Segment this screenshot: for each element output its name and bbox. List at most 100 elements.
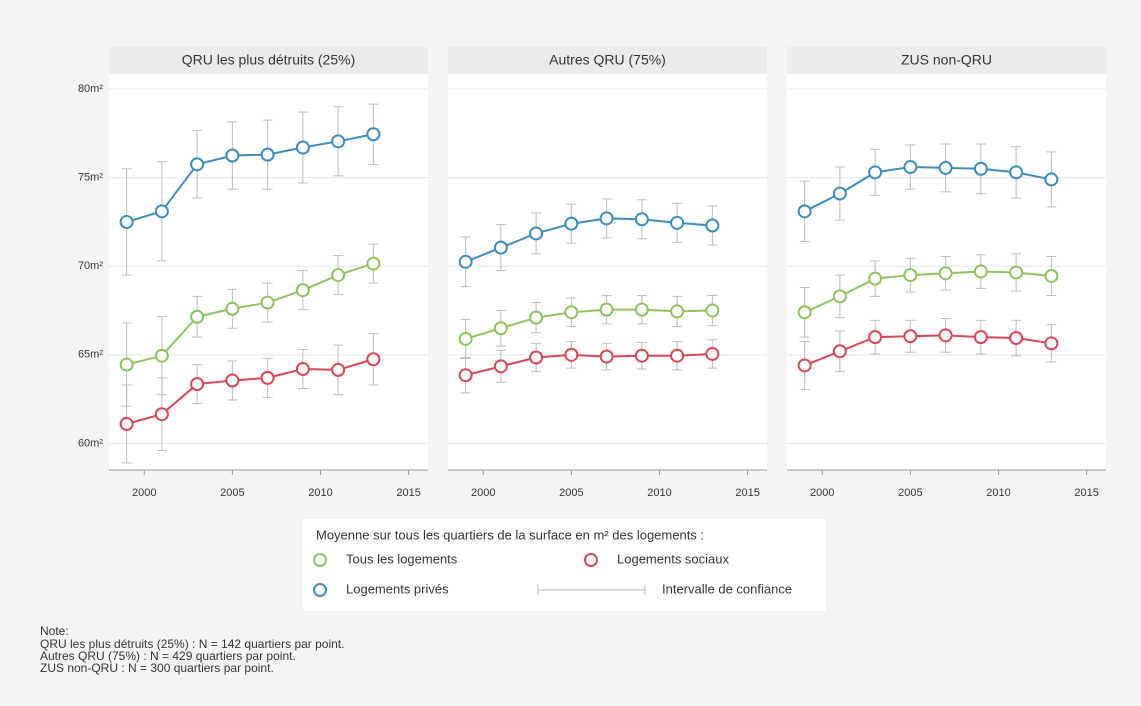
point [797,305,812,320]
panel-header [787,47,1106,74]
x-tick-label: 2015 [735,487,759,499]
point [1009,331,1024,345]
point [154,407,169,422]
point [973,161,988,176]
legend-label: Intervalle de confiance [662,581,792,596]
point [973,264,988,279]
point [260,295,275,310]
note-line: Autres QRU (75%) : N = 429 quartiers par… [40,649,296,663]
note-line: QRU les plus détruits (25%) : N = 142 qu… [40,637,344,651]
point [493,359,508,374]
x-tick-label: 2015 [396,487,420,499]
legend-marker [584,553,598,567]
point [832,289,847,304]
point [1044,268,1059,283]
point [564,216,579,231]
point [260,370,275,385]
point [366,256,381,271]
point [634,348,649,363]
legend-label: Logements privés [346,581,449,596]
x-tick-label: 2000 [810,487,834,499]
x-tick-label: 2005 [898,487,922,499]
point [634,212,649,227]
point [458,254,473,269]
x-tick-label: 2010 [647,487,671,499]
point [295,283,310,298]
point [225,373,240,388]
point [938,160,953,175]
legend-marker [313,583,327,597]
x-tick-label: 2010 [986,487,1010,499]
point [331,134,346,149]
legend-box [303,519,826,611]
point [190,377,205,392]
point [331,268,346,283]
point [225,301,240,316]
y-tick-label: 80m² [78,83,103,95]
point [599,302,614,317]
point [599,349,614,364]
legend-title: Moyenne sur tous les quartiers de la sur… [316,527,704,542]
point [493,240,508,255]
x-tick-label: 2005 [559,487,583,499]
legend-label: Logements sociaux [617,551,730,566]
plot-area [448,74,767,470]
point [1044,336,1059,351]
point [154,204,169,219]
point [493,321,508,336]
point [797,358,812,373]
point [190,309,205,324]
point [705,346,720,361]
legend-marker [313,553,327,567]
point [260,147,275,162]
x-tick-label: 2000 [132,487,156,499]
panel-title: Autres QRU (75%) [549,52,666,68]
point [599,211,614,226]
note-line: ZUS non-QRU : N = 300 quartiers par poin… [40,661,274,675]
point [670,348,685,363]
point [119,416,134,431]
point [225,148,240,163]
point [564,305,579,320]
point [458,331,473,346]
point [832,186,847,201]
point [529,350,544,365]
point [119,357,134,372]
point [331,362,346,377]
point [529,226,544,241]
point [938,266,953,281]
x-tick-label: 2010 [308,487,332,499]
point [705,303,720,318]
point [903,268,918,283]
x-tick-label: 2000 [471,487,495,499]
note-title: Note: [40,624,69,638]
y-tick-label: 65m² [78,349,103,361]
panel-header [448,47,767,74]
point [119,214,134,229]
y-tick-label: 70m² [78,260,103,272]
point [903,160,918,175]
panel-title: QRU les plus détruits (25%) [182,52,356,68]
point [1009,165,1024,180]
point [670,215,685,230]
point [868,271,883,286]
legend-label: Tous les logements [346,551,458,566]
point [564,347,579,362]
point [366,127,381,142]
panel-header [109,47,428,74]
point [458,368,473,383]
x-tick-label: 2005 [220,487,244,499]
point [295,362,310,377]
point [1044,172,1059,187]
point [295,140,310,155]
point [705,218,720,233]
point [529,310,544,325]
x-tick-label: 2015 [1074,487,1098,499]
point [868,330,883,345]
point [634,302,649,317]
point [868,165,883,180]
panel-title: ZUS non-QRU [901,52,992,68]
point [190,157,205,172]
y-tick-label: 75m² [78,172,103,184]
